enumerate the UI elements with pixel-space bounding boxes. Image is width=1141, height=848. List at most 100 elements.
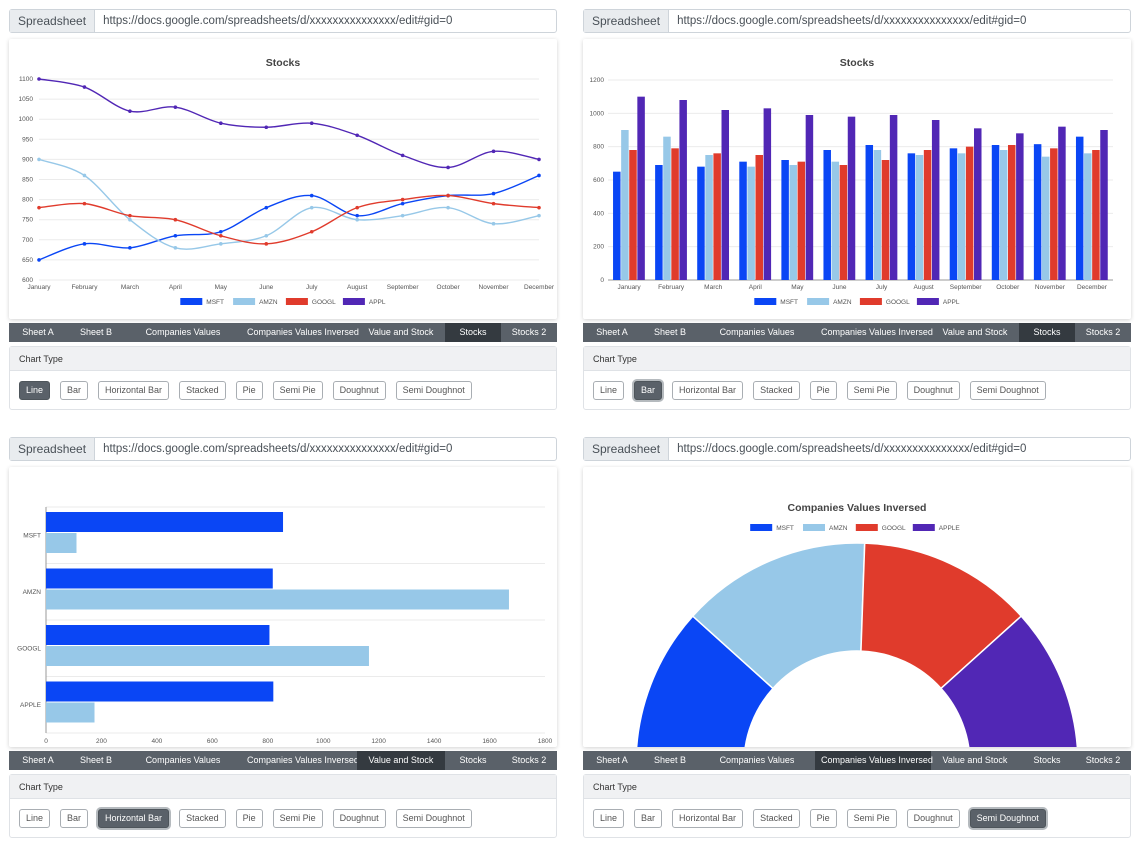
chart-type-doughnut-button[interactable]: Doughnut <box>906 380 960 400</box>
chart-type-doughnut-button[interactable]: Doughnut <box>332 380 386 400</box>
chart-type-bar-button[interactable]: Bar <box>634 380 663 400</box>
tab-companies-values-inversed[interactable]: Companies Values Inversed <box>821 327 933 337</box>
tab-sheet-a[interactable]: Sheet A <box>596 755 628 765</box>
chart-type-semi-doughnot-button[interactable]: Semi Doughnot <box>969 380 1046 400</box>
chart-type-stacked-button[interactable]: Stacked <box>179 380 226 400</box>
chart-type-card: Chart Type Line Bar Horizontal Bar Stacked P… <box>9 774 557 838</box>
chart-type-semi-pie-button[interactable]: Semi Pie <box>272 808 323 828</box>
chart-type-semi-doughnot-button[interactable]: Semi Doughnot <box>395 808 472 828</box>
chart-type-horizontal-bar-button[interactable]: Horizontal Bar <box>98 808 170 828</box>
chart-type-semi-pie-button[interactable]: Semi Pie <box>846 808 897 828</box>
chart-type-line-button[interactable]: Line <box>593 380 625 400</box>
tab-value-and-stock[interactable]: Value and Stock <box>368 327 434 337</box>
data-point-amzn <box>128 217 132 222</box>
chart-type-line-button[interactable]: Line <box>19 380 51 400</box>
data-point-msft <box>537 173 541 178</box>
tab-stocks-2[interactable]: Stocks 2 <box>1085 755 1121 765</box>
tab-stocks[interactable]: Stocks <box>1019 323 1075 342</box>
x-tick-label: July <box>876 284 888 291</box>
chart-type-bar-button[interactable]: Bar <box>60 808 89 828</box>
chart-type-header: Chart Type <box>10 775 556 799</box>
legend-label-msft: MSFT <box>776 525 794 532</box>
chart-type-stacked-button[interactable]: Stacked <box>753 808 800 828</box>
chart-type-pie-button[interactable]: Pie <box>235 380 263 400</box>
spreadsheet-url-input[interactable]: https://docs.google.com/spreadsheets/d/x… <box>103 443 453 455</box>
chart-type-horizontal-bar-button[interactable]: Horizontal Bar <box>672 808 744 828</box>
chart-type-semi-pie-button[interactable]: Semi Pie <box>846 380 897 400</box>
chart-container: 0 200 400 600 800 1000 1200 1400 1600 1800 MSFT AMZ… <box>9 467 557 747</box>
chart-type-doughnut-button[interactable]: Doughnut <box>332 808 386 828</box>
tab-sheet-b[interactable]: Sheet B <box>653 755 687 765</box>
chart-type-semi-doughnot-button[interactable]: Semi Doughnot <box>395 380 472 400</box>
chart-type-doughnut-button[interactable]: Doughnut <box>906 808 960 828</box>
data-point-googl <box>128 213 132 218</box>
tab-stocks-2[interactable]: Stocks 2 <box>511 327 547 337</box>
x-tick-label: October <box>437 284 461 291</box>
tab-companies-values-inversed[interactable]: Companies Values Inversed <box>815 751 933 770</box>
tab-stocks[interactable]: Stocks <box>445 323 501 342</box>
tab-value-and-stock[interactable]: Value and Stock <box>942 755 1008 765</box>
tab-value-and-stock[interactable]: Value and Stock <box>357 751 445 770</box>
x-tick-label: 1200 <box>371 738 386 745</box>
data-point-amzn <box>173 246 178 250</box>
data-point-amzn <box>491 221 496 226</box>
tab-value-and-stock[interactable]: Value and Stock <box>942 327 1008 337</box>
bar-amzn <box>705 155 713 280</box>
chart-type-pie-button[interactable]: Pie <box>809 380 837 400</box>
legend-swatch-apple <box>912 524 935 531</box>
bar-amzn <box>1084 153 1092 280</box>
tab-companies-values[interactable]: Companies Values <box>719 755 795 765</box>
data-point-appl <box>219 121 223 126</box>
chart-type-header: Chart Type <box>584 347 1130 371</box>
spreadsheet-label: Spreadsheet <box>10 10 96 32</box>
spreadsheet-label: Spreadsheet <box>584 10 670 32</box>
tab-stocks-2[interactable]: Stocks 2 <box>1085 327 1121 337</box>
chart-type-horizontal-bar-button[interactable]: Horizontal Bar <box>672 380 744 400</box>
chart-type-bar-button[interactable]: Bar <box>634 808 663 828</box>
chart-type-stacked-button[interactable]: Stacked <box>753 380 800 400</box>
bar-msft <box>823 150 831 280</box>
tab-sheet-a[interactable]: Sheet A <box>22 327 54 337</box>
tab-sheet-b[interactable]: Sheet B <box>653 327 687 337</box>
spreadsheet-url-input[interactable]: https://docs.google.com/spreadsheets/d/x… <box>103 15 453 27</box>
legend-swatch-msft <box>754 298 777 305</box>
tab-sheet-a[interactable]: Sheet A <box>22 755 54 765</box>
tab-stocks-2[interactable]: Stocks 2 <box>511 755 547 765</box>
chart-type-stacked-button[interactable]: Stacked <box>179 808 226 828</box>
chart-type-pie-button[interactable]: Pie <box>235 808 263 828</box>
tab-stocks[interactable]: Stocks <box>459 755 487 765</box>
bar-googl <box>671 148 679 280</box>
chart-type-bar-button[interactable]: Bar <box>60 380 89 400</box>
spreadsheet-url-input[interactable]: https://docs.google.com/spreadsheets/d/x… <box>677 443 1027 455</box>
bar-appl <box>721 110 730 280</box>
chart-type-semi-pie-button[interactable]: Semi Pie <box>272 380 323 400</box>
bar-stock-price <box>46 646 369 666</box>
x-tick-label: 400 <box>151 738 162 745</box>
series-line-amzn <box>38 158 540 250</box>
bar-msft <box>865 145 874 280</box>
spreadsheet-url-input[interactable]: https://docs.google.com/spreadsheets/d/x… <box>677 15 1027 27</box>
tab-companies-values[interactable]: Companies Values <box>145 755 221 765</box>
tab-stocks[interactable]: Stocks <box>1033 755 1061 765</box>
tab-sheet-b[interactable]: Sheet B <box>79 755 113 765</box>
sheet-tabs: Sheet A Sheet B Companies Values Companies … <box>9 751 557 770</box>
chart-type-horizontal-bar-button[interactable]: Horizontal Bar <box>98 380 170 400</box>
tab-companies-values-inversed[interactable]: Companies Values Inversed <box>247 327 359 337</box>
tab-sheet-a[interactable]: Sheet A <box>596 327 628 337</box>
tab-companies-values-inversed[interactable]: Companies Values Inversed <box>247 755 359 765</box>
tab-companies-values[interactable]: Companies Values <box>719 327 795 337</box>
x-tick-label: February <box>658 284 685 291</box>
tab-companies-values[interactable]: Companies Values <box>145 327 221 337</box>
chart-type-line-button[interactable]: Line <box>593 808 625 828</box>
data-point-amzn <box>82 173 87 178</box>
chart-type-pie-button[interactable]: Pie <box>809 808 837 828</box>
chart-container: Companies Values Inversed MSFT AMZN GOOGL AP… <box>583 467 1131 747</box>
chart-type-semi-doughnot-button[interactable]: Semi Doughnot <box>969 808 1046 828</box>
tab-sheet-b[interactable]: Sheet B <box>79 327 113 337</box>
bar-amzn <box>915 155 924 280</box>
bar-amzn <box>747 166 755 280</box>
bar-value-billion <box>46 568 273 589</box>
chart-type-line-button[interactable]: Line <box>19 808 51 828</box>
bar-googl <box>1007 145 1016 280</box>
bar-amzn <box>957 153 966 280</box>
